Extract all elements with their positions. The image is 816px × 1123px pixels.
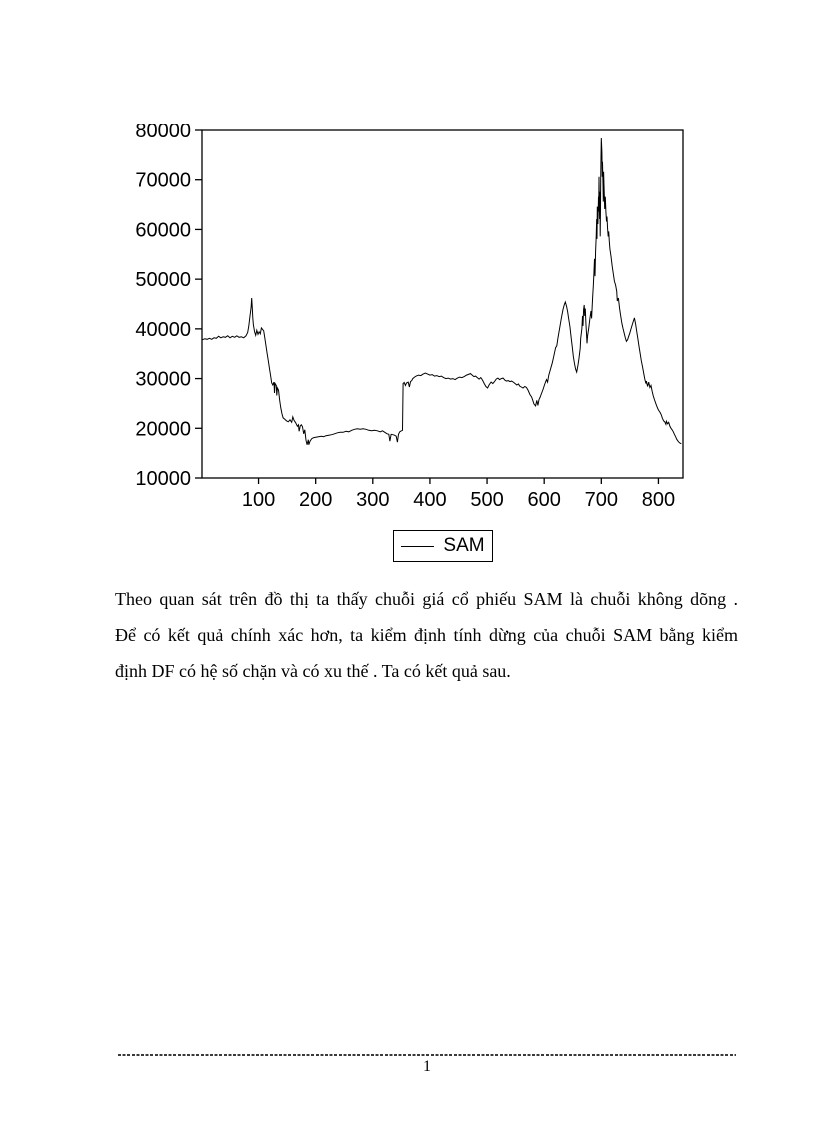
paragraph-line: Để có kết quả chính xác hơn, ta kiểm địn… xyxy=(115,625,738,645)
chart-legend: SAM xyxy=(393,530,493,562)
x-tick-label: 600 xyxy=(527,489,560,511)
y-axis: 10000 20000 30000 40000 50000 60000 70000 80000 xyxy=(135,124,202,490)
y-tick-label: 50000 xyxy=(135,269,191,291)
x-tick-label: 400 xyxy=(413,489,446,511)
y-tick-label: 10000 xyxy=(135,468,191,490)
page-number: 1 xyxy=(423,1058,431,1075)
legend-line-icon xyxy=(401,545,435,547)
y-tick-label: 40000 xyxy=(135,319,191,341)
y-tick-label: 60000 xyxy=(135,219,191,241)
x-axis: 100 200 300 400 500 600 700 800 xyxy=(242,478,675,511)
x-tick-label: 200 xyxy=(299,489,332,511)
paragraph-line: định DF có hệ số chặn và có xu thế . Ta … xyxy=(115,661,511,681)
plot-frame xyxy=(201,129,684,479)
sam-price-chart: 10000 20000 30000 40000 50000 60000 70000 80000… xyxy=(125,124,705,516)
body-paragraph: Theo quan sát trên đồ thị ta thấy chuỗi … xyxy=(115,581,738,689)
footer-divider xyxy=(118,1054,736,1056)
series-line-sam xyxy=(201,137,682,445)
chart-canvas: 10000 20000 30000 40000 50000 60000 70000 80000… xyxy=(135,124,684,511)
x-tick-label: 300 xyxy=(356,489,389,511)
legend-label: SAM xyxy=(443,535,485,556)
paragraph-line: Theo quan sát trên đồ thị ta thấy chuỗi … xyxy=(115,589,738,609)
y-tick-label: 70000 xyxy=(135,170,191,192)
x-tick-label: 700 xyxy=(585,489,618,511)
x-tick-label: 800 xyxy=(642,489,675,511)
y-tick-label: 20000 xyxy=(135,418,191,440)
y-tick-label: 30000 xyxy=(135,369,191,391)
x-tick-label: 500 xyxy=(470,489,503,511)
page-footer: 1 xyxy=(118,1054,736,1076)
y-tick-label: 80000 xyxy=(135,124,191,142)
x-tick-label: 100 xyxy=(242,489,275,511)
